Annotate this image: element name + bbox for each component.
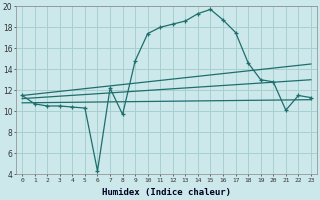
X-axis label: Humidex (Indice chaleur): Humidex (Indice chaleur) (102, 188, 231, 197)
